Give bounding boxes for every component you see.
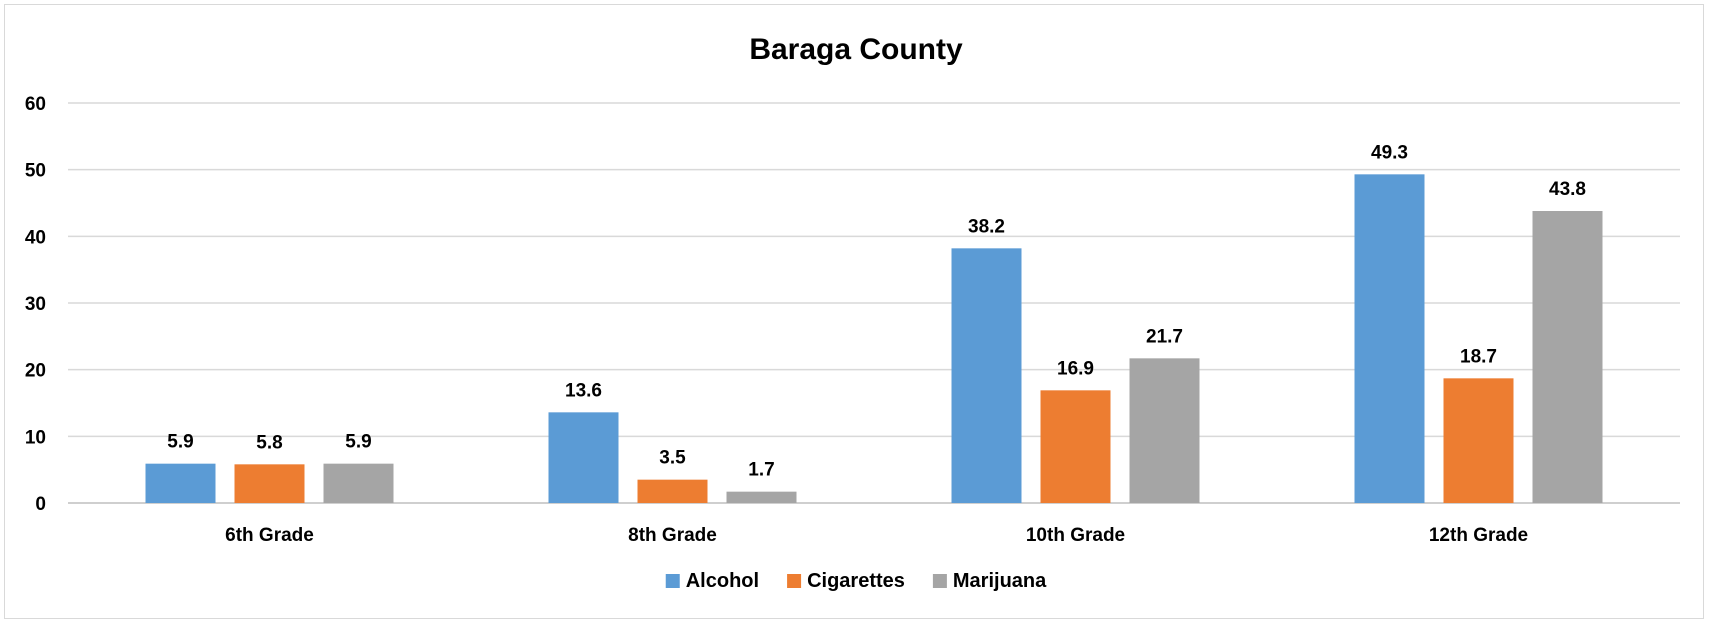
y-tick-label: 40: [25, 227, 46, 248]
data-label: 1.7: [748, 460, 774, 481]
bar-cigarettes-1: [234, 464, 305, 503]
legend-item: Alcohol: [665, 570, 759, 592]
legend-item: Marijuana: [932, 570, 1047, 592]
bar-marijuana-4: [1532, 211, 1603, 503]
y-tick-label: 50: [25, 161, 46, 182]
data-labels: 5.9 5.8 5.9 13.6 3.5 1.7 38.2 16.9 21.7 49.3 18.7 4…: [167, 142, 1586, 480]
y-tick-label: 10: [25, 427, 46, 448]
bar-alcohol-3: [951, 248, 1022, 503]
legend-label: Cigarettes: [807, 570, 905, 592]
bar-alcohol-4: [1354, 174, 1425, 504]
legend-swatch: [665, 574, 680, 588]
bar-marijuana-1: [323, 463, 394, 503]
data-label: 3.5: [659, 448, 686, 469]
legend: Alcohol Cigarettes Marijuana: [665, 570, 1047, 592]
data-label: 21.7: [1146, 326, 1183, 347]
y-axis-ticks: 0 10 20 30 40 50 60: [25, 94, 46, 515]
y-tick-label: 0: [35, 494, 46, 515]
legend-label: Marijuana: [953, 570, 1047, 592]
bar-cigarettes-2: [637, 479, 708, 503]
legend-label: Alcohol: [686, 570, 759, 592]
legend-item: Cigarettes: [787, 570, 905, 592]
x-category-label: 10th Grade: [1026, 525, 1125, 546]
x-category-label: 8th Grade: [628, 525, 717, 546]
legend-swatch: [932, 574, 947, 588]
data-label: 13.6: [565, 380, 602, 401]
bar-cigarettes-3: [1040, 390, 1111, 503]
x-category-label: 12th Grade: [1429, 525, 1528, 546]
gridlines: [68, 102, 1680, 504]
bar-cigarettes-4: [1443, 378, 1514, 503]
y-tick-label: 30: [25, 294, 46, 315]
data-label: 16.9: [1057, 358, 1094, 379]
x-axis-categories: 6th Grade 8th Grade 10th Grade 12th Grade: [225, 525, 1528, 546]
bar-marijuana-2: [726, 491, 797, 503]
legend-swatch: [787, 574, 802, 588]
data-label: 5.9: [167, 432, 193, 453]
data-label: 38.2: [968, 216, 1005, 237]
chart-title: Baraga County: [749, 33, 963, 66]
data-label: 49.3: [1371, 142, 1408, 163]
y-tick-label: 20: [25, 361, 46, 382]
data-label: 18.7: [1460, 346, 1497, 367]
bar-marijuana-3: [1129, 358, 1200, 503]
data-label: 5.9: [345, 432, 371, 453]
y-tick-label: 60: [25, 94, 46, 115]
bars: [145, 174, 1603, 504]
data-label: 43.8: [1549, 179, 1586, 200]
data-label: 5.8: [256, 432, 282, 453]
bar-alcohol-2: [548, 412, 619, 503]
x-category-label: 6th Grade: [225, 525, 314, 546]
bar-alcohol-1: [145, 463, 216, 503]
